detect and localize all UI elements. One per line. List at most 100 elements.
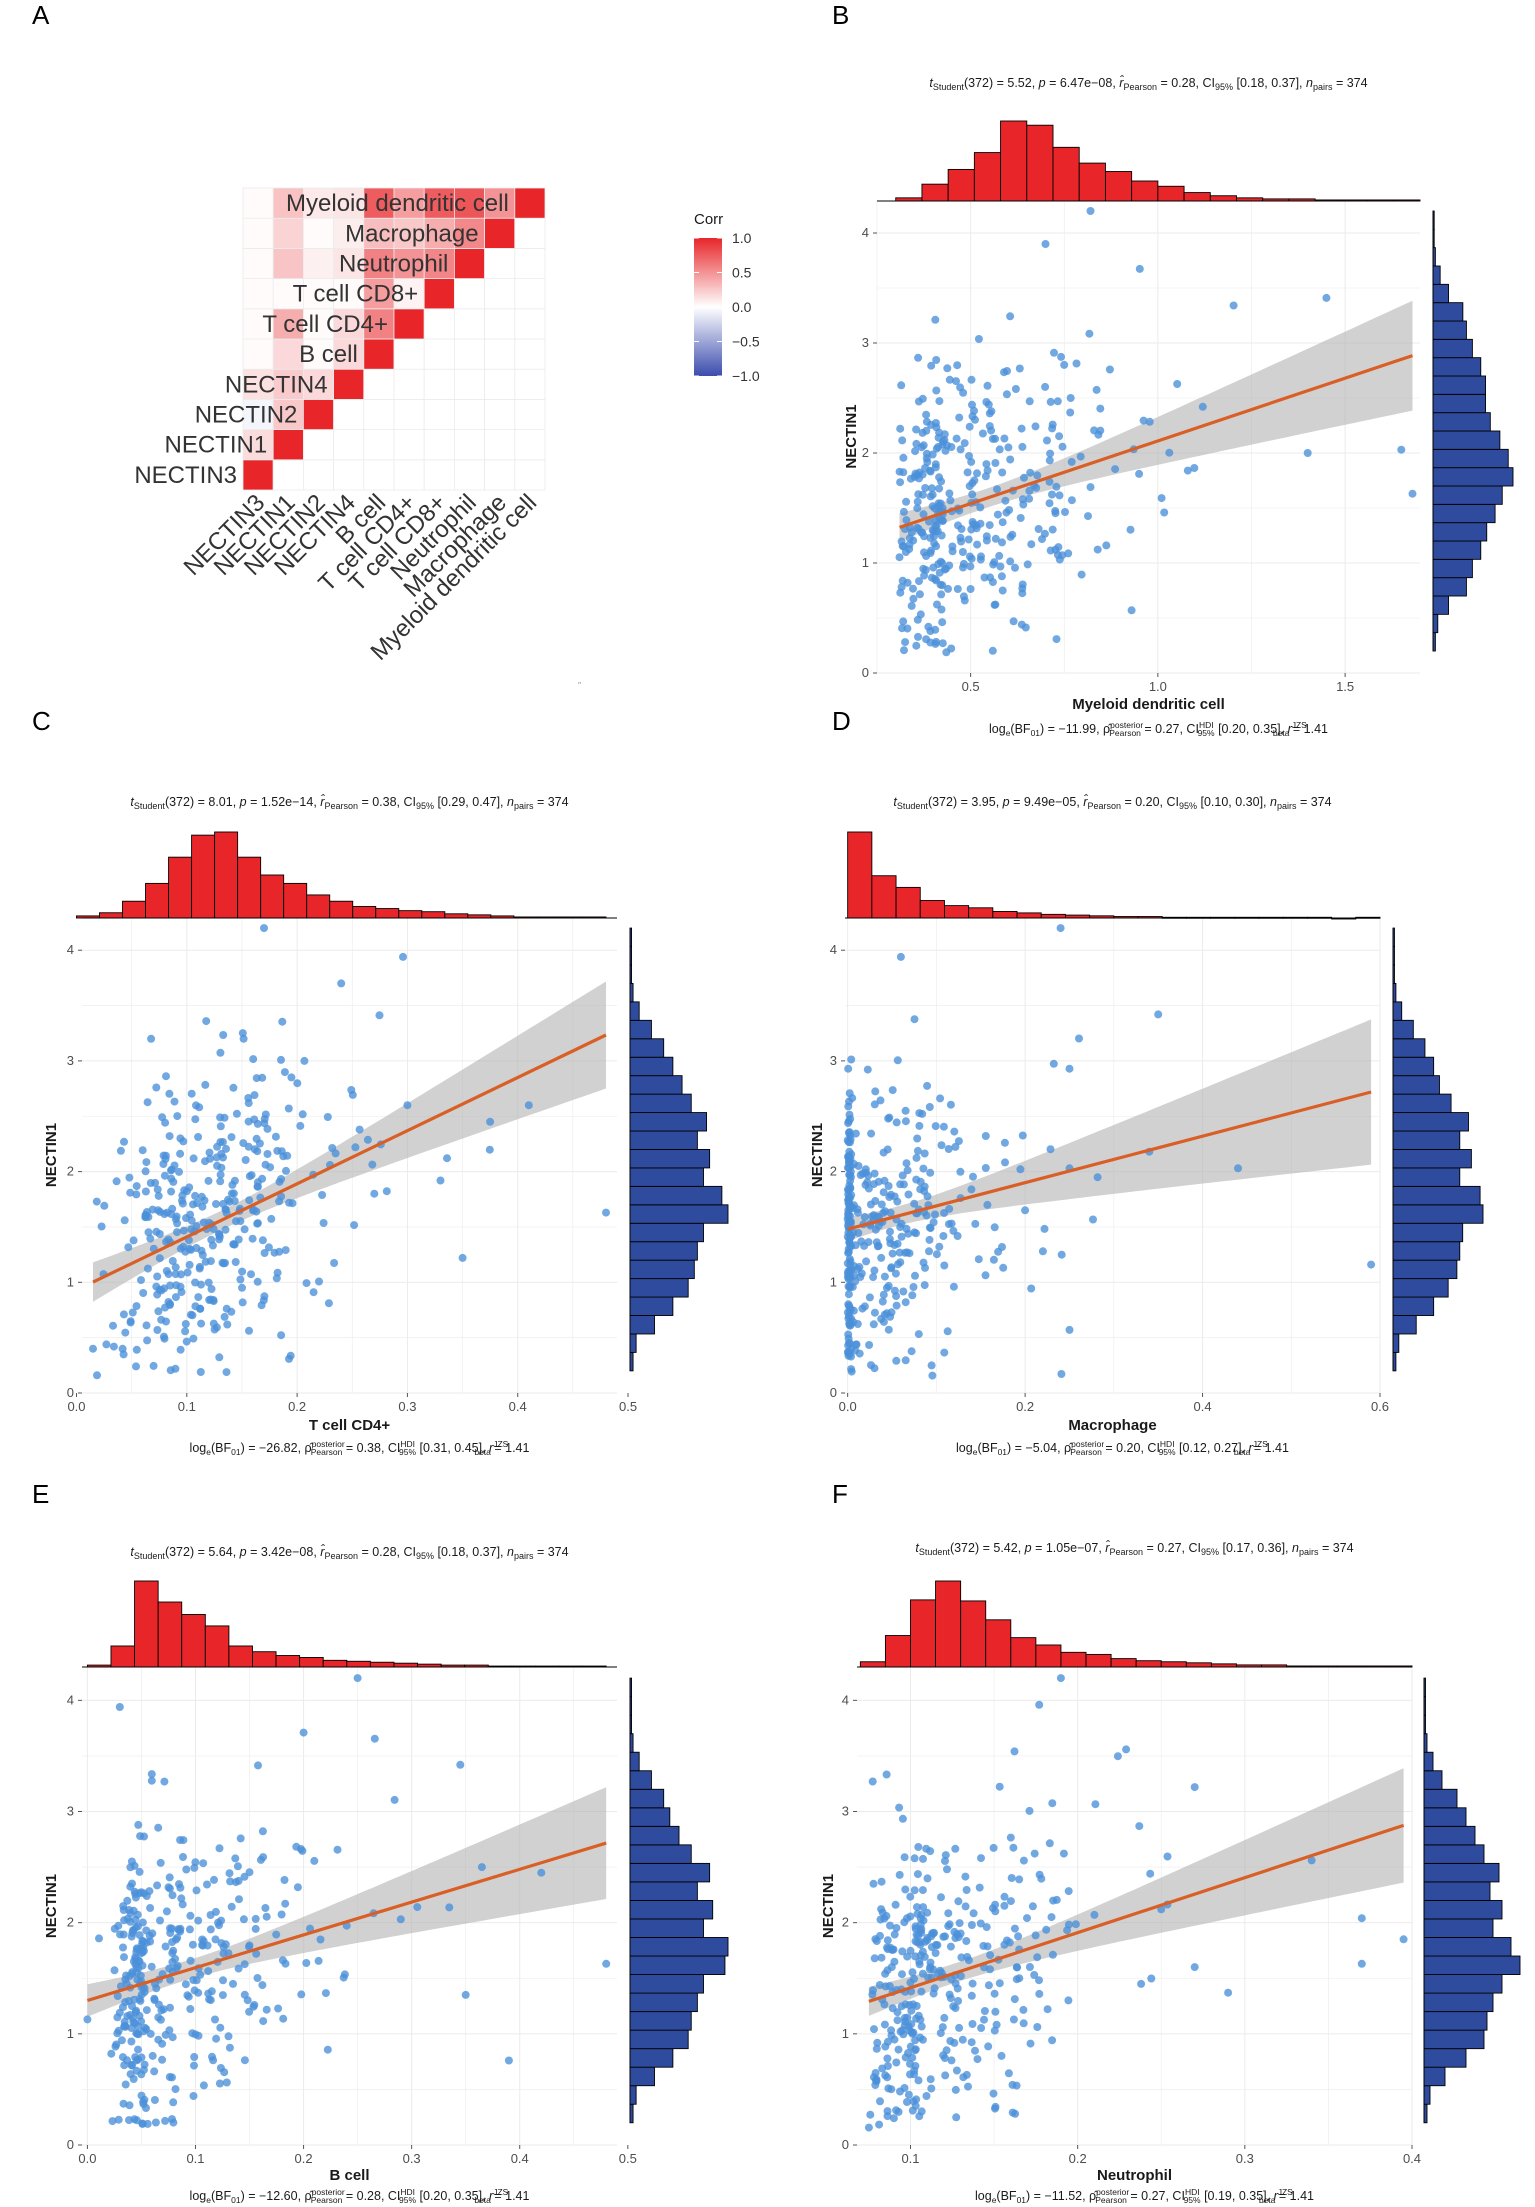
scatter-point [224, 2032, 233, 2041]
scatter-point [215, 2079, 224, 2088]
heatmap-cell-nectin2-t-cell-cd8- [423, 398, 455, 430]
scatter-point [315, 1277, 323, 1286]
scatter-point [153, 1272, 162, 1281]
scatter-point [353, 1674, 362, 1683]
caption-fragment: ) = −5.04, ρ̂ [1007, 1441, 1074, 1455]
scatter-point [957, 537, 966, 546]
caption-fragment: = 1.41 [1250, 1441, 1289, 1455]
scatter-point [197, 1280, 205, 1289]
scatter-point [891, 1269, 900, 1278]
scatter-point [923, 1874, 932, 1883]
scatter-point [932, 386, 941, 395]
scatter-point [602, 1959, 611, 1968]
heatmap-cell-nectin4-myeloid-dendritic-cell [514, 368, 546, 400]
scatter-point [844, 1064, 853, 1073]
subtitle-fragment: = 0.20, CI [1121, 795, 1179, 809]
scatter-point [1040, 1224, 1049, 1233]
scatter-point [176, 1345, 185, 1354]
scatter-point [877, 1905, 886, 1914]
scatter-point [1008, 530, 1017, 539]
scatter-point [1021, 1206, 1030, 1215]
x-histogram-bar [299, 1656, 324, 1668]
scatter-point [953, 361, 962, 370]
scatter-point [537, 1868, 546, 1877]
scatter-point [116, 1146, 125, 1155]
scatter-point [238, 1029, 247, 1038]
scatter-point [879, 1148, 888, 1157]
heatmap-cell-b-cell-nectin4 [333, 338, 365, 370]
subtitle-fragment: = 0.28, CI [358, 1545, 416, 1559]
scatter-point [1071, 1920, 1080, 1929]
scatter-point [1005, 506, 1014, 514]
y-histogram-bar [1432, 503, 1496, 524]
y-tick-label: 4 [862, 225, 869, 240]
scatter-point [995, 551, 1004, 560]
scatter-point [316, 1935, 325, 1944]
scatter-point [950, 2038, 959, 2047]
y-histogram-bar [1423, 1862, 1500, 1883]
scatter-point [236, 1834, 245, 1843]
subtitle-fragment: Pearson [1087, 801, 1121, 811]
y-histogram-bar [1423, 1899, 1503, 1920]
subtitle-fragment: p [239, 795, 247, 809]
scatter-point [911, 1271, 919, 1280]
scatter-point [920, 1281, 929, 1290]
scatter-point [907, 601, 916, 610]
scatter-point [927, 2084, 936, 2093]
heatmap-cell-b-cell-neutrophil [453, 338, 485, 370]
y-tick-label: 4 [830, 942, 837, 957]
heatmap-cell-macrophage-b-cell [363, 217, 395, 249]
scatter-point [164, 1298, 173, 1306]
scatter-point [189, 1976, 198, 1984]
y-histogram-bar [1423, 1751, 1434, 1772]
x-histogram-bar [191, 834, 216, 919]
scatter-point [194, 1988, 203, 1997]
scatter-point [1045, 499, 1054, 508]
scatter-point [908, 2029, 917, 2038]
scatter-point [175, 1880, 183, 1889]
scatter-point [147, 1034, 156, 1043]
y-tick-label: 4 [67, 942, 74, 957]
scatter-point [195, 1264, 204, 1273]
y-marginal-histogram-e [629, 1677, 729, 2124]
scatter-point [171, 1263, 180, 1272]
subtitle-fragment: (372) = 5.42, [950, 1541, 1025, 1555]
scatter-point [899, 1180, 908, 1189]
scatter-point [1053, 397, 1062, 406]
scatter-point [1067, 457, 1076, 466]
y-axis-title: NECTIN1 [843, 404, 860, 468]
scatter-point [910, 1886, 919, 1895]
y-histogram-bar [629, 1259, 695, 1280]
scatter-point [862, 1257, 871, 1266]
caption-fragment: log [956, 1441, 973, 1455]
x-histogram-bar [204, 1625, 230, 1668]
scatter-point [1045, 456, 1054, 465]
scatter-point [931, 1949, 940, 1957]
x-histogram-bar [1110, 1658, 1137, 1668]
scatter-point [212, 2034, 221, 2043]
subtitle-fragment: = 9.49e−05, [1010, 795, 1084, 809]
scatter-point [235, 1895, 243, 1904]
scatter-point [227, 1189, 236, 1198]
heatmap-cell-t-cell-cd8--t-cell-cd4- [393, 278, 425, 310]
scatter-point [168, 2033, 177, 2042]
scatter-point [258, 1827, 267, 1836]
scatter-point [900, 1853, 909, 1862]
y-histogram-bar [1423, 1825, 1476, 1846]
scatter-point [958, 548, 967, 556]
scatter-point [1090, 1910, 1099, 1919]
scatter-point [881, 1982, 890, 1991]
scatter-point [262, 2005, 271, 2014]
x-tick-label: 0.2 [295, 2151, 313, 2166]
scatter-point [1086, 483, 1095, 492]
caption-fragment: ) = −11.99, ρ̂ [1040, 722, 1113, 736]
subtitle-fragment: t [915, 1541, 919, 1555]
panel-label-a: A [32, 0, 50, 30]
scatter-point [867, 1361, 875, 1370]
bayes-caption-b: loge(BF01) = −11.99, ρ̂posterior Pearson … [989, 720, 1328, 738]
scatter-point [199, 1218, 208, 1227]
scatter-point [168, 2073, 176, 2082]
subtitle-fragment: = 0.38, CI [358, 795, 416, 809]
scatter-point [918, 528, 927, 537]
heatmap-row-label: NECTIN3 [134, 462, 237, 489]
